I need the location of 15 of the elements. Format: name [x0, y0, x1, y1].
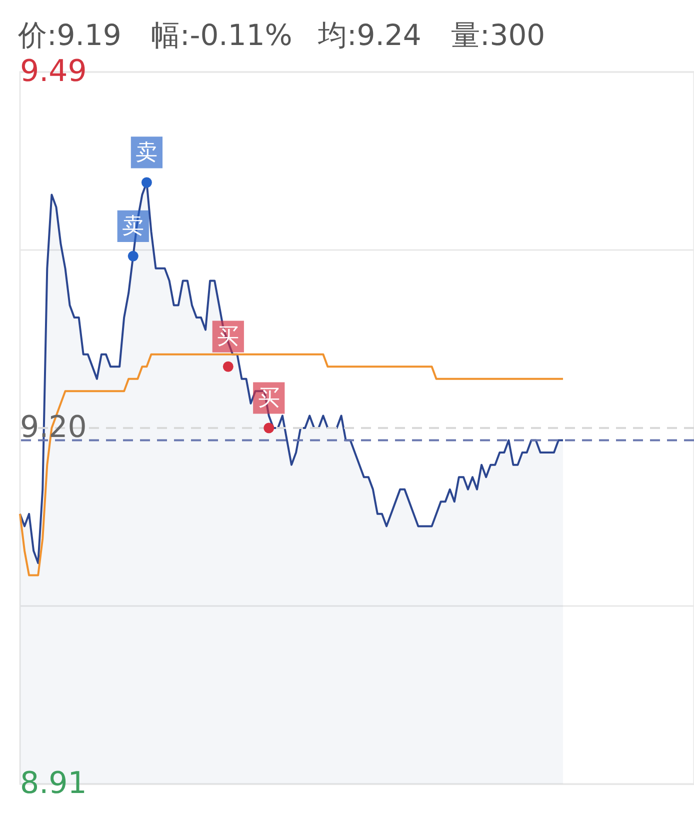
text: 价:9.19	[17, 18, 122, 52]
point	[264, 422, 274, 434]
data-label: 卖	[122, 214, 144, 240]
y-tick-label: 9.49	[20, 54, 87, 89]
text: 量:300	[451, 18, 546, 52]
text: 均:9.24	[317, 18, 422, 52]
point	[128, 250, 138, 262]
y-tick-label: 8.91	[20, 766, 87, 801]
data-label: 卖	[136, 140, 158, 166]
text: 幅:-0.11%	[151, 18, 292, 52]
point	[141, 177, 152, 188]
line-series	[19, 353, 564, 576]
data-label: 买	[258, 386, 280, 411]
data-label: 买	[217, 324, 240, 350]
point	[222, 361, 234, 372]
